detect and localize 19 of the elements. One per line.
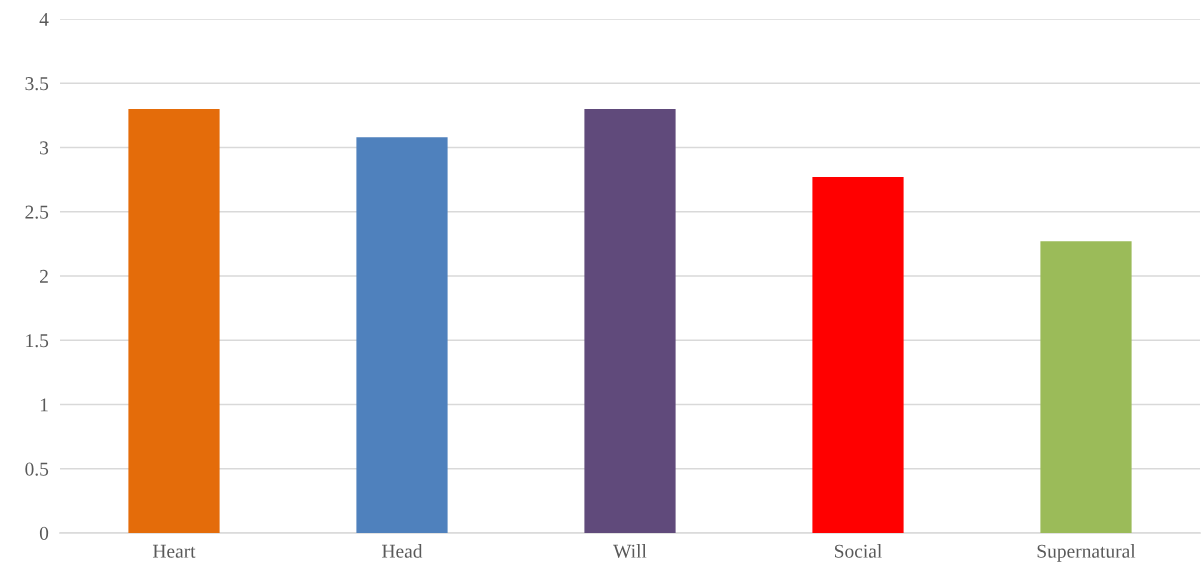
y-tick-label: 4 [39,12,49,26]
bar [1040,241,1132,533]
y-tick-label: 0.5 [25,462,49,476]
x-tick-label: Social [835,544,882,558]
x-tick-label: Will [613,544,647,558]
y-tick-label: 2 [40,269,48,283]
x-tick-label: Heart [152,544,196,558]
y-tick-label: 1.5 [26,334,49,348]
y-tick-label: 3 [40,141,49,155]
y-tick-label: 0 [39,526,49,540]
bar [356,137,448,533]
y-tick-label: 1 [40,398,48,412]
y-tick-label: 3.5 [25,77,49,91]
bar [584,108,676,533]
bar [812,177,904,533]
bar [128,108,220,533]
y-tick-label: 2.5 [25,205,49,219]
x-tick-label: Head [382,544,423,558]
x-tick-label: Supernatural [1037,544,1136,562]
